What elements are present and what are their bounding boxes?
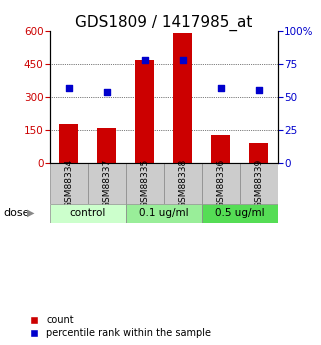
Legend: count, percentile rank within the sample: count, percentile rank within the sample [30, 315, 211, 338]
Text: GSM88334: GSM88334 [64, 158, 73, 208]
Bar [240, 162, 278, 204]
Text: dose: dose [3, 208, 30, 218]
Point [180, 57, 185, 63]
Bar [59, 124, 78, 162]
Text: GSM88337: GSM88337 [102, 158, 111, 208]
Text: GSM88336: GSM88336 [216, 158, 225, 208]
Bar [211, 135, 230, 162]
Text: ▶: ▶ [27, 208, 34, 218]
Bar [126, 204, 202, 223]
Text: GSM88338: GSM88338 [178, 158, 187, 208]
Point [104, 89, 109, 94]
Bar [249, 143, 268, 162]
Bar [164, 162, 202, 204]
Bar [88, 162, 126, 204]
Bar [135, 60, 154, 162]
Bar [126, 162, 164, 204]
Text: 0.5 ug/ml: 0.5 ug/ml [215, 208, 265, 218]
Bar [173, 33, 192, 162]
Point [218, 85, 223, 90]
Point [142, 57, 147, 63]
Bar [202, 204, 278, 223]
Bar [202, 162, 240, 204]
Bar [50, 204, 126, 223]
Point [256, 88, 261, 93]
Point [66, 85, 71, 90]
Text: 0.1 ug/ml: 0.1 ug/ml [139, 208, 188, 218]
Text: GSM88335: GSM88335 [140, 158, 149, 208]
Text: GSM88339: GSM88339 [254, 158, 263, 208]
Text: control: control [70, 208, 106, 218]
Bar [50, 162, 88, 204]
Bar [97, 128, 116, 162]
Title: GDS1809 / 1417985_at: GDS1809 / 1417985_at [75, 15, 252, 31]
